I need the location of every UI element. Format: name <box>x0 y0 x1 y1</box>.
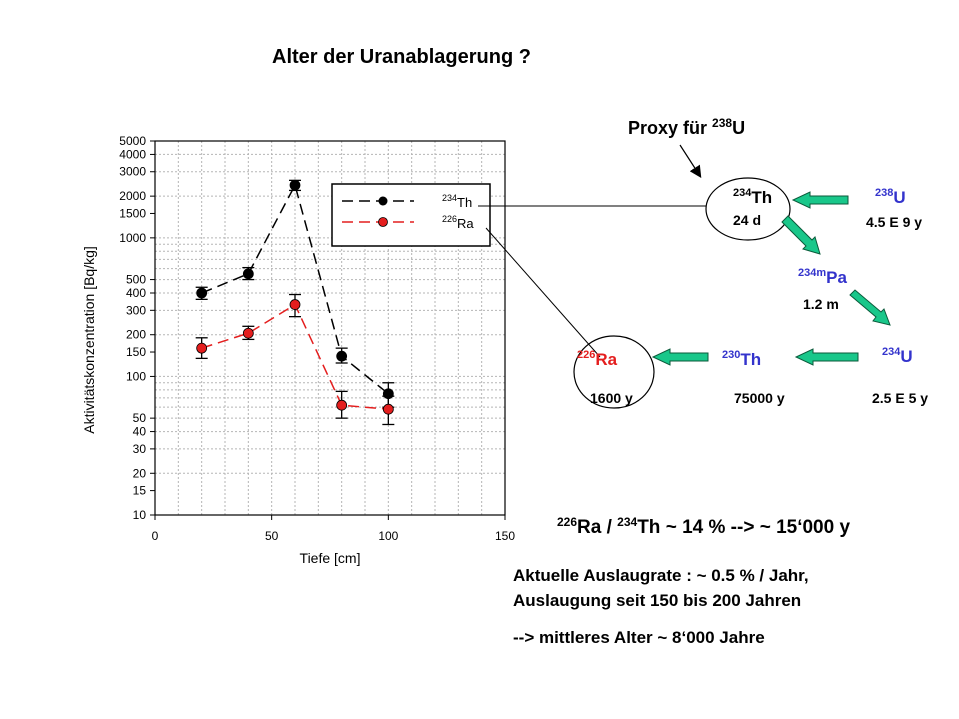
series-th234-point <box>242 268 254 280</box>
legend-marker-th234 <box>378 196 388 206</box>
series-th234-point <box>336 350 348 362</box>
y-axis-label: Aktivitätskonzentration [Bq/kg] <box>81 246 97 434</box>
y-tick-label: 400 <box>126 286 146 300</box>
nuclide-u234: 234U <box>882 346 913 366</box>
arrow-u238-th234 <box>791 191 849 209</box>
decay-arrows <box>651 191 891 366</box>
note-leach-rate: Aktuelle Auslaugrate : ~ 0.5 % / Jahr, <box>513 566 809 585</box>
y-tick-label: 100 <box>126 369 146 383</box>
x-tick-labels: 0 50 100 150 <box>152 515 515 543</box>
y-tick-label: 50 <box>133 411 147 425</box>
halflife-th234: 24 d <box>733 212 762 228</box>
series-ra226 <box>195 293 395 426</box>
arrow-u234-th230 <box>794 348 859 366</box>
note-mean-age: --> mittleres Alter ~ 8‘000 Jahre <box>513 628 765 647</box>
nuclide-ra226: 226Ra <box>577 349 618 369</box>
series-th234 <box>195 179 395 408</box>
plot-frame <box>154 140 506 516</box>
y-tick-label: 30 <box>133 442 147 456</box>
ellipse-ra226 <box>573 335 655 409</box>
x-tick-label: 150 <box>495 529 515 543</box>
series-ra226-point <box>242 327 254 339</box>
x-tick-label: 0 <box>152 529 159 543</box>
series-th234-point <box>196 287 208 299</box>
proxy-arrow <box>679 144 702 179</box>
series-th234-line <box>201 183 389 395</box>
y-tick-label: 500 <box>126 273 146 287</box>
y-tick-label: 1500 <box>119 206 146 220</box>
y-tick-label: 4000 <box>119 147 146 161</box>
y-tick-label: 40 <box>133 425 147 439</box>
x-tick-label: 100 <box>378 529 398 543</box>
y-tick-label: 5000 <box>119 134 146 148</box>
y-tick-label: 15 <box>133 484 147 498</box>
nuclide-th234: 234Th <box>733 187 773 207</box>
connector-ra226 <box>485 227 601 358</box>
x-tick-label: 50 <box>265 529 279 543</box>
ratio-equation: 226Ra / 234Th ~ 14 % --> ~ 15‘000 y <box>557 515 851 538</box>
halflife-pa234m: 1.2 m <box>803 296 839 312</box>
arrow-pa234m-u234 <box>849 289 891 326</box>
x-axis-label: Tiefe [cm] <box>300 550 361 566</box>
series-th234-point <box>289 179 301 191</box>
legend-label-ra226: 226Ra <box>442 214 474 231</box>
y-tick-label: 10 <box>133 508 147 522</box>
y-tick-label: 1000 <box>119 231 146 245</box>
page-title: Alter der Uranablagerung ? <box>272 46 531 68</box>
legend: 234Th 226Ra <box>331 183 491 247</box>
series-ra226-point <box>336 399 348 411</box>
legend-marker-ra226 <box>378 217 388 227</box>
note-leach-duration: Auslaugung seit 150 bis 200 Jahren <box>513 591 802 610</box>
arrow-th230-ra226 <box>651 348 709 366</box>
nuclide-pa234m: 234mPa <box>798 267 847 287</box>
series-ra226-point <box>196 342 208 354</box>
legend-label-th234: 234Th <box>442 193 472 210</box>
halflife-ra226: 1600 y <box>590 390 633 406</box>
y-tick-label: 2000 <box>119 189 146 203</box>
arrow-th234-pa234m <box>781 215 821 255</box>
halflife-u238: 4.5 E 9 y <box>866 214 923 230</box>
series-ra226-point <box>289 299 301 310</box>
y-tick-label: 200 <box>126 328 146 342</box>
nuclide-u238: 238U <box>875 187 906 207</box>
proxy-label: Proxy für 238U <box>628 116 746 138</box>
halflife-th230: 75000 y <box>734 390 785 406</box>
y-tick-label: 3000 <box>119 165 146 179</box>
y-tick-label: 150 <box>126 345 146 359</box>
ellipse-th234 <box>705 177 791 241</box>
nuclide-th230: 230Th <box>722 349 762 369</box>
series-layer <box>195 179 395 426</box>
halflife-u234: 2.5 E 5 y <box>872 390 929 406</box>
y-tick-label: 300 <box>126 303 146 317</box>
series-ra226-point <box>382 403 394 415</box>
y-tick-label: 20 <box>133 466 147 480</box>
